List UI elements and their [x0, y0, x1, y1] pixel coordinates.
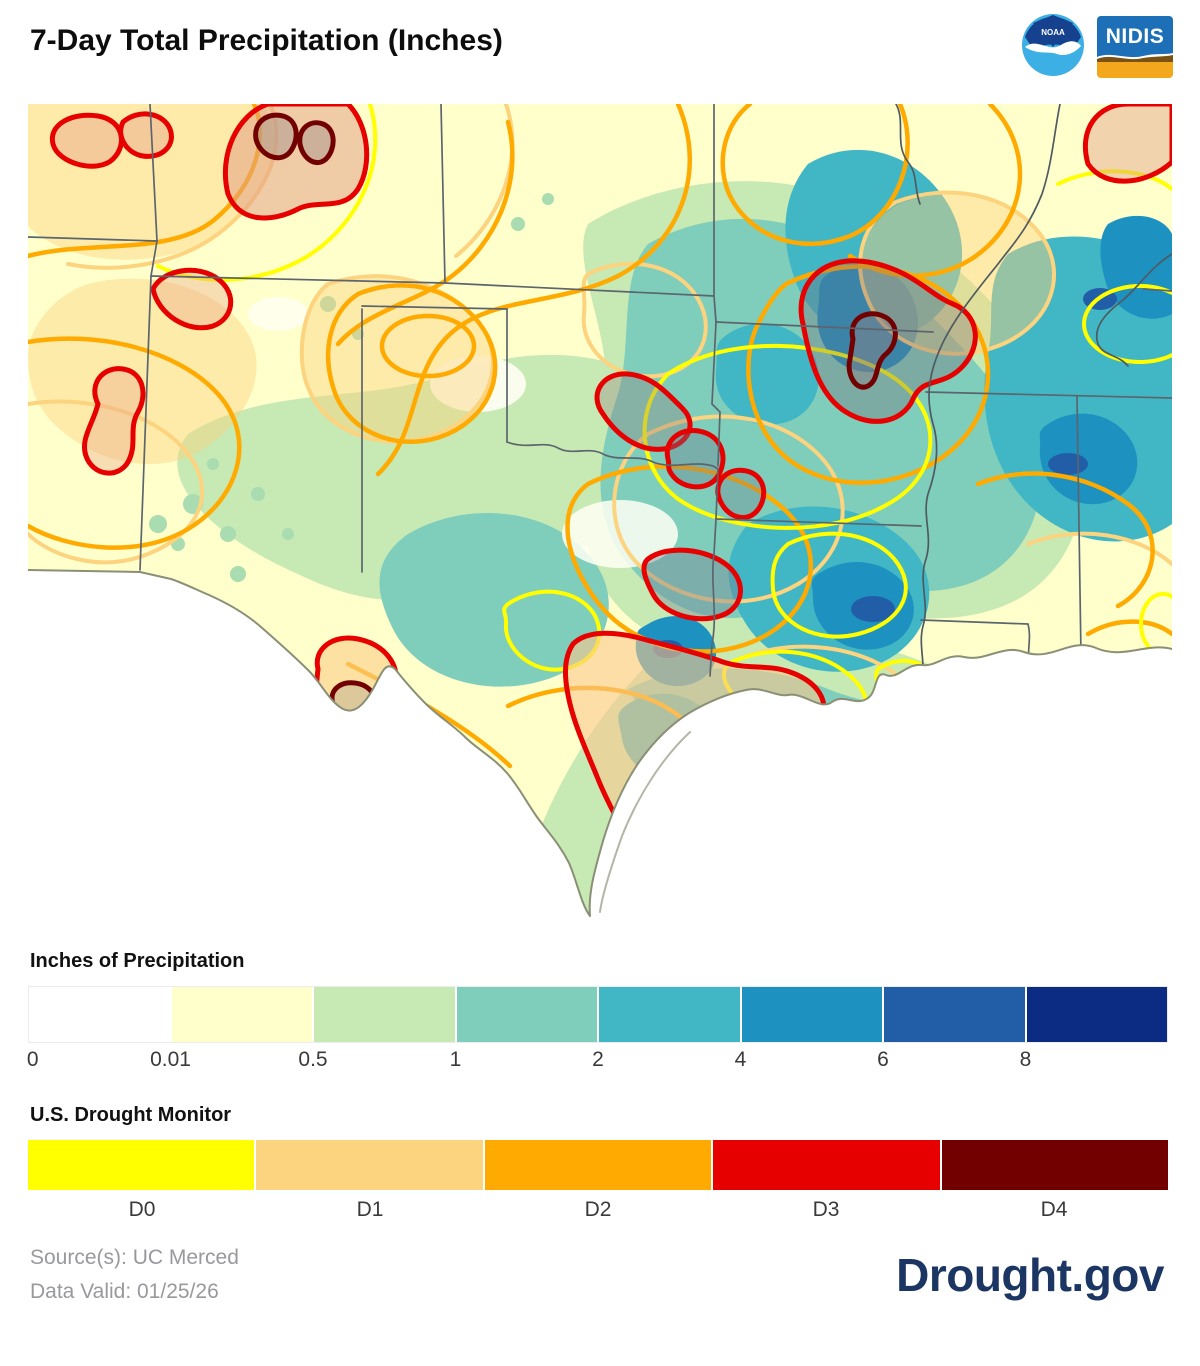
precip-swatch-2 — [314, 987, 457, 1042]
precipitation-drought-map — [28, 104, 1172, 930]
precip-tick-5: 4 — [734, 1048, 747, 1071]
precip-legend-title: Inches of Precipitation — [30, 950, 245, 972]
precip-tick-4: 2 — [592, 1048, 604, 1071]
nidis-logo-icon: NIDIS — [1097, 16, 1173, 78]
data-valid-text: Data Valid: 01/25/26 — [30, 1280, 219, 1303]
precip-swatch-3 — [456, 987, 599, 1042]
noaa-logo-icon: NOAA — [1022, 14, 1084, 76]
mississippi-river — [895, 104, 1172, 697]
precip-tick-0: 0 — [26, 1048, 39, 1071]
precip-tick-6: 6 — [877, 1048, 889, 1071]
drought-label-d1: D1 — [356, 1198, 384, 1221]
noaa-logo-text: NOAA — [1041, 28, 1065, 37]
drought-swatch-d3 — [713, 1140, 942, 1190]
coastline — [28, 569, 1172, 917]
page-title: 7-Day Total Precipitation (Inches) — [30, 24, 503, 57]
precip-axis-labels: 0 0.01 0.5 1 2 4 6 8 — [26, 1048, 1168, 1076]
precip-swatch-4 — [599, 987, 742, 1042]
drought-swatch-d1 — [256, 1140, 485, 1190]
drought-label-d0: D0 — [128, 1198, 156, 1221]
precip-swatch-7 — [1026, 987, 1167, 1042]
precip-swatch-6 — [884, 987, 1027, 1042]
precip-tick-7: 8 — [1019, 1048, 1032, 1071]
nidis-logo-ground — [1097, 53, 1173, 78]
drought-colorbar — [28, 1140, 1169, 1190]
precip-swatch-1 — [171, 987, 314, 1042]
source-text: Source(s): UC Merced — [30, 1246, 239, 1269]
drought-swatch-d4 — [941, 1140, 1169, 1190]
precip-tick-2: 0.5 — [298, 1048, 328, 1071]
drought-label-d4: D4 — [1040, 1198, 1068, 1221]
precip-swatch-5 — [741, 987, 884, 1042]
drought-legend-title: U.S. Drought Monitor — [30, 1104, 232, 1126]
precip-swatch-0 — [29, 987, 172, 1042]
nidis-logo-text: NIDIS — [1105, 25, 1165, 48]
barrier-island — [599, 731, 691, 913]
precip-colorbar — [28, 986, 1168, 1043]
drought-swatch-d2 — [484, 1140, 714, 1190]
state-borders — [28, 104, 1172, 677]
drought-axis-labels: D0 D1 D2 D3 D4 — [28, 1198, 1168, 1226]
drought-label-d3: D3 — [812, 1198, 840, 1221]
precip-tick-3: 1 — [449, 1048, 462, 1071]
drought-label-d2: D2 — [584, 1198, 612, 1221]
drought-gov-wordmark: Drought.gov — [896, 1249, 1164, 1301]
precip-tick-1: 0.01 — [150, 1048, 191, 1071]
drought-swatch-d0 — [28, 1140, 257, 1190]
